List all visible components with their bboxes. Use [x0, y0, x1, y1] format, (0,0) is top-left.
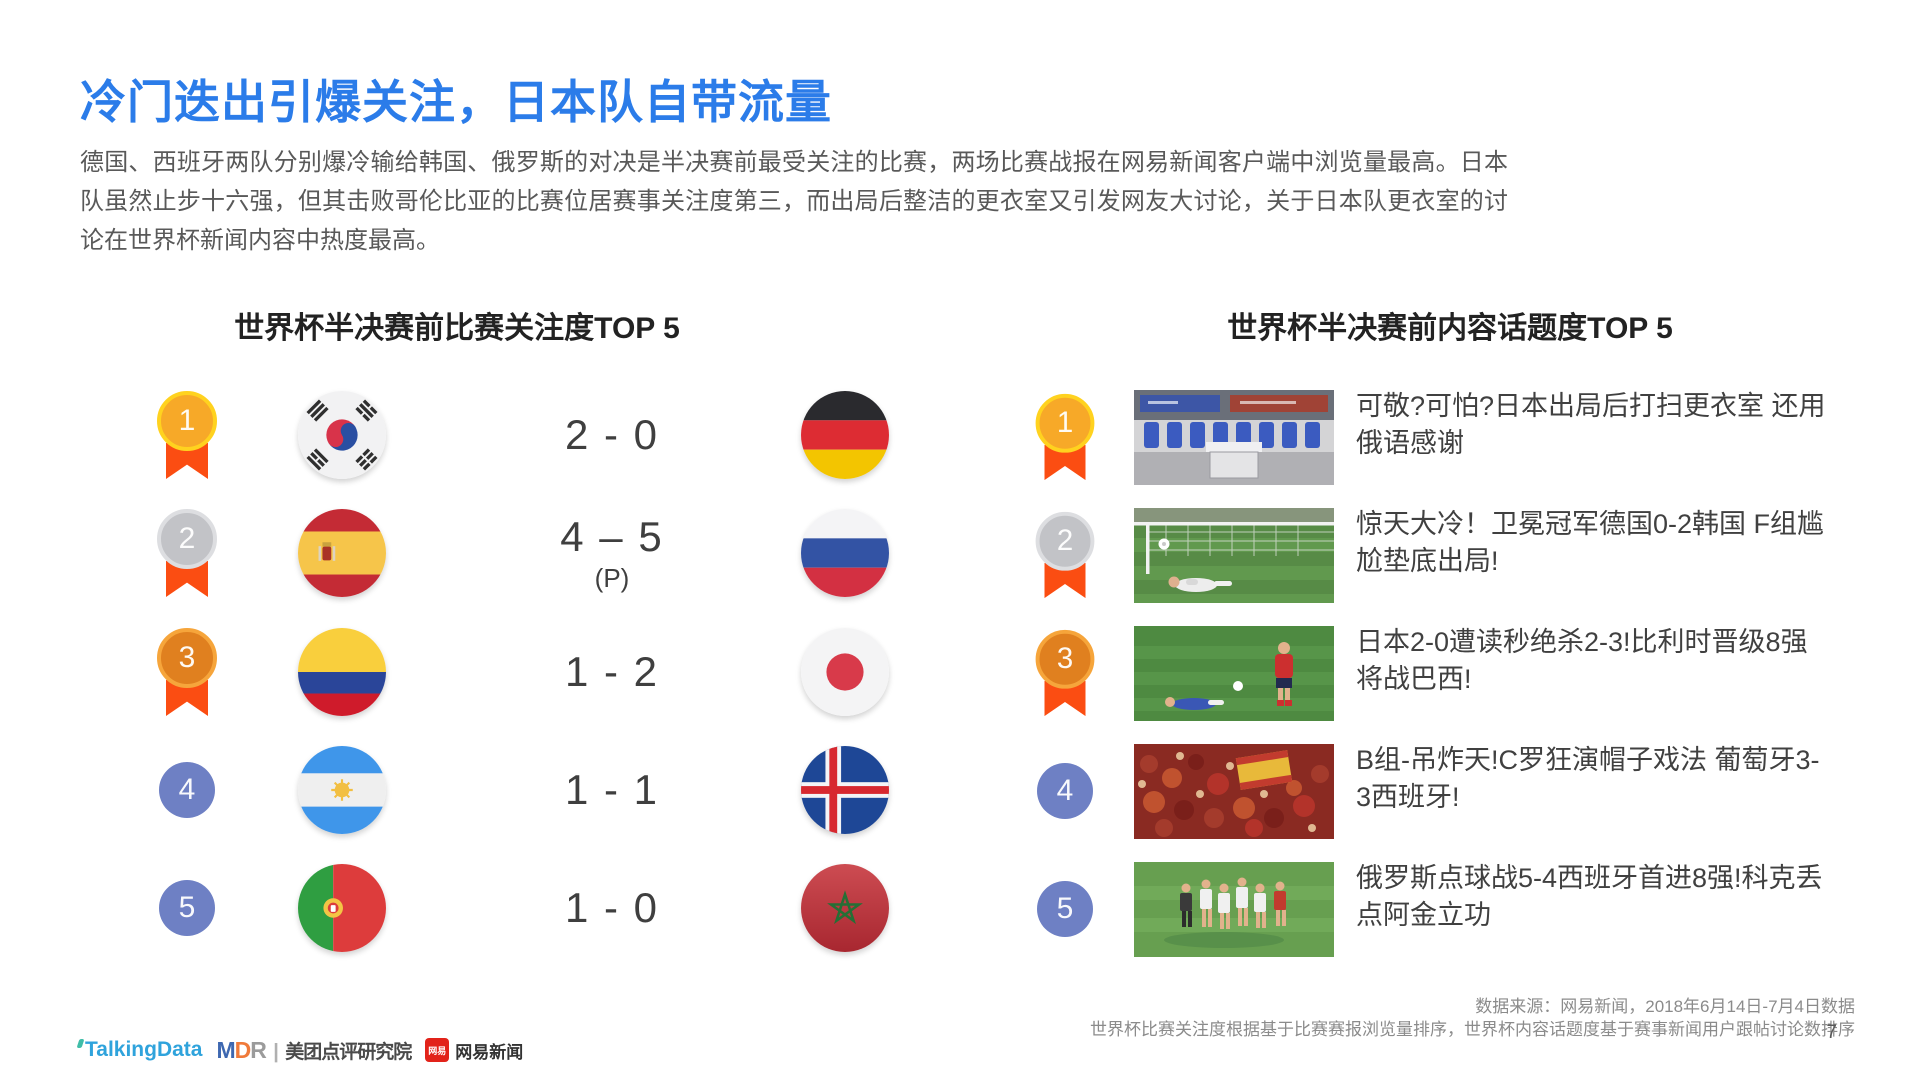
topic-headline: 惊天大冷！卫冕冠军德国0-2韩国 F组尴尬垫底出局! — [1356, 509, 1825, 576]
topic-row-3: 3 日本2-0遭读秒绝杀2-3!比利时晋级8强将战巴西! — [1020, 614, 1850, 732]
iceland-flag-icon — [801, 746, 889, 834]
match-row-4: 4 — [117, 731, 930, 849]
match-row-2: 2 — [117, 494, 930, 612]
match-score: 4 – 5 — [560, 512, 664, 560]
rank-1-gold-medal-icon: 1 — [1035, 393, 1095, 481]
talkingdata-logo: TalkingData — [76, 1038, 203, 1062]
japan-locker-room-photo — [1134, 389, 1334, 485]
rank-number: 2 — [157, 509, 217, 569]
rank-number: 1 — [1035, 393, 1095, 453]
japan-belgium-match-photo — [1134, 625, 1334, 721]
portugal-spain-fans-photo — [1134, 743, 1334, 839]
rank-4-badge: 4 — [159, 762, 215, 818]
match-score: 1 - 0 — [564, 884, 660, 931]
morocco-flag-icon — [801, 864, 889, 952]
portugal-flag-icon — [298, 864, 386, 952]
rank-5-badge: 5 — [1037, 881, 1093, 937]
topic-row-4: 4 — [1020, 732, 1850, 850]
colombia-flag-icon — [298, 628, 386, 716]
rank-2-silver-medal-icon: 2 — [1035, 511, 1095, 599]
page-title: 冷门迭出引爆关注，日本队自带流量 — [80, 76, 832, 128]
rank-number: 3 — [157, 628, 217, 688]
rank-number: 2 — [1035, 511, 1095, 571]
topic-headline: 可敬?可怕?日本出局后打扫更衣室 还用俄语感谢 — [1356, 391, 1826, 458]
page-number: 7 — [1826, 1022, 1837, 1043]
footer-logos: TalkingData MDR | 美团点评研究院 网易 网易新闻 — [76, 1036, 523, 1064]
netease-news-logo: 网易 网易新闻 — [425, 1038, 523, 1063]
mdr-meituan-logo: MDR | 美团点评研究院 — [216, 1036, 412, 1063]
rank-1-gold-medal-icon: 1 — [157, 391, 217, 479]
netease-badge-icon: 网易 — [425, 1038, 450, 1062]
penalty-note: (P) — [594, 562, 630, 593]
topic-row-1: 1 — [1020, 378, 1850, 496]
match-row-1: 1 — [117, 376, 930, 494]
topic-row-2: 2 — [1020, 496, 1850, 614]
russia-spain-celebration-photo — [1134, 861, 1334, 957]
talkingdata-wordmark: TalkingData — [85, 1038, 203, 1061]
japan-flag-icon — [801, 628, 889, 716]
source-line-1: 数据来源：网易新闻，2018年6月14日-7月4日数据 — [1475, 997, 1855, 1016]
argentina-flag-icon — [298, 746, 386, 834]
rank-number: 1 — [157, 391, 217, 451]
rank-number: 3 — [1035, 629, 1095, 689]
topic-row-5: 5 — [1020, 850, 1850, 968]
rank-2-silver-medal-icon: 2 — [157, 509, 217, 597]
rank-3-bronze-medal-icon: 3 — [1035, 629, 1095, 717]
match-score: 1 - 2 — [564, 648, 660, 695]
topic-headline: B组-吊炸天!C罗狂演帽子戏法 葡萄牙3-3西班牙! — [1356, 745, 1820, 812]
meituan-institute-wordmark: 美团点评研究院 — [285, 1041, 412, 1063]
germany-korea-goal-photo — [1134, 507, 1334, 603]
germany-flag-icon — [801, 391, 889, 479]
russia-flag-icon — [801, 509, 889, 597]
rank-4-badge: 4 — [1037, 763, 1093, 819]
netease-news-wordmark: 网易新闻 — [455, 1042, 524, 1062]
rank-5-badge: 5 — [159, 880, 215, 936]
rank-3-bronze-medal-icon: 3 — [157, 628, 217, 716]
source-line-2: 世界杯比赛关注度根据基于比赛赛报浏览量排序，世界杯内容话题度基于赛事新闻用户跟帖… — [1090, 1020, 1855, 1039]
topic-headline: 日本2-0遭读秒绝杀2-3!比利时晋级8强将战巴西! — [1356, 627, 1808, 694]
match-row-5: 5 1 - 0 — [117, 849, 930, 967]
match-score: 1 - 1 — [564, 766, 660, 813]
talkingdata-tick-icon — [76, 1039, 85, 1048]
match-row-3: 3 1 - 2 — [117, 613, 930, 731]
match-attention-title: 世界杯半决赛前比赛关注度TOP 5 — [234, 312, 680, 345]
logo-separator: | — [273, 1040, 279, 1063]
spain-flag-icon — [298, 509, 386, 597]
topic-headline: 俄罗斯点球战5-4西班牙首进8强!科克丢点阿金立功 — [1356, 863, 1823, 930]
south-korea-flag-icon — [298, 391, 386, 479]
content-topic-title: 世界杯半决赛前内容话题度TOP 5 — [1227, 312, 1673, 345]
data-source-note: 数据来源：网易新闻，2018年6月14日-7月4日数据 世界杯比赛关注度根据基于… — [1090, 995, 1855, 1041]
match-score: 2 - 0 — [564, 411, 660, 458]
intro-paragraph: 德国、西班牙两队分别爆冷输给韩国、俄罗斯的对决是半决赛前最受关注的比赛，两场比赛… — [80, 149, 1508, 254]
